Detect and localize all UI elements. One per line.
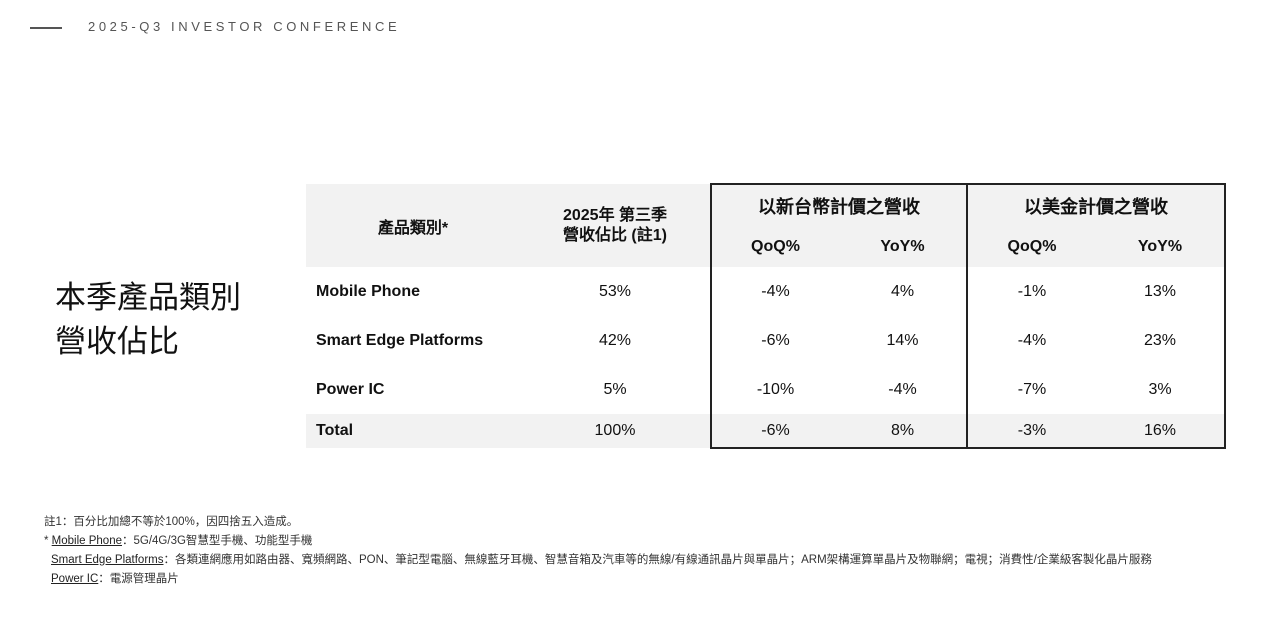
row-ntd-qoq: -6% <box>710 316 839 365</box>
row-ntd-qoq: -4% <box>710 267 839 316</box>
header-usd-yoy: YoY% <box>1096 226 1226 267</box>
table-row: Power IC 5% -10% -4% -7% 3% <box>306 365 1226 414</box>
footnote-mobile: * Mobile Phone：5G/4G/3G智慧型手機、功能型手機 <box>44 532 1152 551</box>
header-share-line2: 營收佔比 (註1) <box>562 226 667 244</box>
row-share: 100% <box>594 422 636 439</box>
row-usd-qoq: -3% <box>966 414 1096 449</box>
table-row: Smart Edge Platforms 42% -6% 14% -4% 23% <box>306 316 1226 365</box>
header-usd-group: 以美金計價之營收 <box>966 183 1226 226</box>
title-line-1: 本季產品類別 <box>55 280 241 315</box>
table-row: Mobile Phone 53% -4% 4% -1% 13% <box>306 267 1226 316</box>
asterisk: * <box>44 535 52 547</box>
row-share: 5% <box>603 380 627 398</box>
row-usd-yoy: 23% <box>1096 316 1226 365</box>
title-line-2: 營收佔比 <box>55 324 179 359</box>
footnote-1: 註1：百分比加總不等於100%，因四捨五入造成。 <box>44 516 299 528</box>
row-usd-yoy: 3% <box>1096 365 1226 414</box>
footnote-smart-edge: Smart Edge Platforms：各類連網應用如路由器、寬頻網路、PON… <box>44 551 1152 570</box>
header-ntd-qoq: QoQ% <box>710 226 839 267</box>
header-share: 2025年 第三季 營收佔比 (註1) <box>520 184 711 267</box>
row-usd-qoq: -4% <box>966 316 1096 365</box>
table-row-total: Total 100% -6% 8% -3% 16% <box>306 414 1226 449</box>
conference-label: 2025-Q3 INVESTOR CONFERENCE <box>88 19 401 34</box>
mobile-label: Mobile Phone <box>51 535 122 547</box>
row-share: 53% <box>598 282 632 300</box>
row-usd-yoy: 13% <box>1096 267 1226 316</box>
header-rule <box>30 27 62 29</box>
smart-text: ：各類連網應用如路由器、寬頻網路、PON、筆記型電腦、無線藍牙耳機、智慧音箱及汽… <box>163 554 1152 566</box>
header-usd-qoq: QoQ% <box>966 226 1096 267</box>
row-ntd-yoy: 14% <box>886 331 919 349</box>
footnotes: 註1：百分比加總不等於100%，因四捨五入造成。 * Mobile Phone：… <box>44 513 1152 589</box>
header-category: 產品類別* <box>377 219 449 237</box>
power-text: ：電源管理晶片 <box>98 573 179 585</box>
row-category: Total <box>316 422 354 439</box>
row-category: Power IC <box>316 380 385 398</box>
row-usd-yoy: 16% <box>1096 414 1226 449</box>
row-usd-qoq: -7% <box>966 365 1096 414</box>
row-ntd-yoy: -4% <box>888 380 917 398</box>
row-ntd-qoq: -10% <box>710 365 839 414</box>
smart-label: Smart Edge Platforms <box>51 554 164 566</box>
revenue-table: 產品類別* 2025年 第三季 營收佔比 (註1) 以新台幣計價之營收 以美金計… <box>306 183 1226 449</box>
header-share-line1: 2025年 第三季 <box>562 206 668 224</box>
footnote-power: Power IC：電源管理晶片 <box>44 570 1152 589</box>
header-ntd-yoy: YoY% <box>880 237 925 255</box>
row-ntd-qoq: -6% <box>710 414 839 449</box>
row-ntd-yoy: 8% <box>839 414 967 449</box>
slide-title: 本季產品類別 營收佔比 <box>55 276 241 364</box>
power-label: Power IC <box>51 573 99 585</box>
header-ntd-group: 以新台幣計價之營收 <box>710 183 967 226</box>
mobile-text: ：5G/4G/3G智慧型手機、功能型手機 <box>122 535 313 547</box>
row-share: 42% <box>598 331 632 349</box>
row-usd-qoq: -1% <box>966 267 1096 316</box>
row-category: Smart Edge Platforms <box>316 331 484 349</box>
row-category: Mobile Phone <box>316 282 420 300</box>
row-ntd-yoy: 4% <box>890 282 915 300</box>
